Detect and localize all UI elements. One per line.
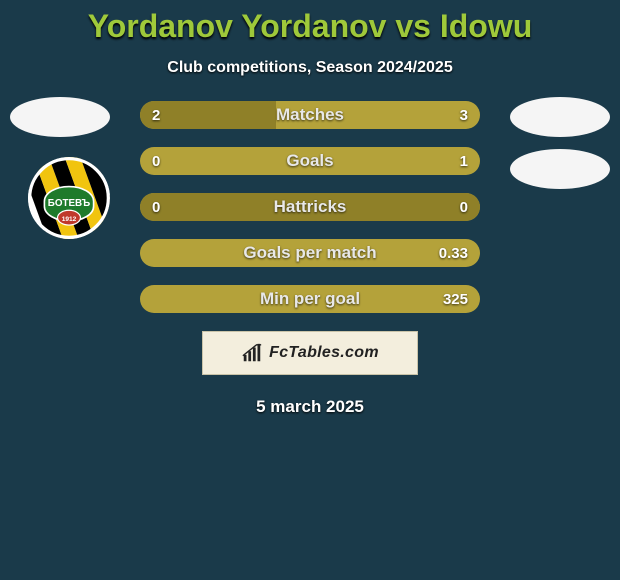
stat-value-right: 0.33 — [439, 239, 468, 267]
page-title: Yordanov Yordanov vs Idowu — [0, 0, 620, 45]
stat-bar: Goals0 1 — [140, 147, 480, 175]
brand-text: FcTables.com — [269, 344, 379, 362]
botev-crest-icon: БОТЕВЪ 1912 — [28, 157, 110, 239]
stat-value-right: 1 — [460, 147, 468, 175]
stat-value-right: 3 — [460, 101, 468, 129]
stat-value-left: 0 — [152, 147, 160, 175]
stat-label: Min per goal — [140, 285, 480, 313]
club-badge-text: БОТЕВЪ — [48, 198, 91, 209]
chart-icon — [241, 342, 263, 364]
stat-value-right: 0 — [460, 193, 468, 221]
stat-label: Goals — [140, 147, 480, 175]
date-label: 5 march 2025 — [0, 397, 620, 417]
player-right-avatar — [510, 97, 610, 137]
stat-bars: Matches23Goals01Hattricks00Goals per mat… — [140, 101, 480, 313]
stat-value-left: 0 — [152, 193, 160, 221]
stat-value-right: 325 — [443, 285, 468, 313]
stat-bar: Hattricks0 0 — [140, 193, 480, 221]
stat-bar: Min per goal325 — [140, 285, 480, 313]
page-subtitle: Club competitions, Season 2024/2025 — [0, 59, 620, 77]
stat-bar: Goals per match0.33 — [140, 239, 480, 267]
club-badge-year: 1912 — [62, 216, 77, 223]
stat-value-left: 2 — [152, 101, 160, 129]
brand-box: FcTables.com — [202, 331, 418, 375]
comparison-panel: БОТЕВЪ 1912 Matches23Goals01Hattricks00G… — [0, 101, 620, 417]
club-badge-left: БОТЕВЪ 1912 — [28, 157, 110, 239]
player-right-avatar-2 — [510, 149, 610, 189]
stat-label: Goals per match — [140, 239, 480, 267]
stat-label: Hattricks — [140, 193, 480, 221]
stat-bar: Matches2 3 — [140, 101, 480, 129]
stat-label: Matches — [140, 101, 480, 129]
player-left-avatar — [10, 97, 110, 137]
